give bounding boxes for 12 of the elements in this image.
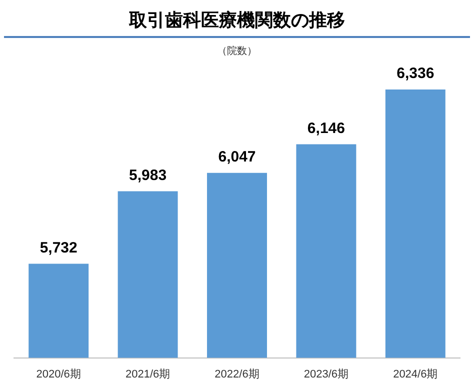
chart-subtitle: （院数） <box>216 44 258 58</box>
data-label: 5,732 <box>40 239 78 256</box>
chart-title: 取引歯科医療機関数の推移 <box>128 9 346 32</box>
data-label: 6,047 <box>218 148 256 166</box>
x-tick-label: 2023/6期 <box>304 368 349 380</box>
data-label: 6,146 <box>307 120 345 137</box>
data-label: 5,983 <box>129 166 167 184</box>
x-tick-label: 2020/6期 <box>36 368 81 380</box>
x-tick-label: 2022/6期 <box>214 368 260 380</box>
x-tick-label: 2024/6期 <box>393 368 438 380</box>
data-label: 6,336 <box>396 65 434 82</box>
x-tick-label: 2021/6期 <box>125 368 170 380</box>
